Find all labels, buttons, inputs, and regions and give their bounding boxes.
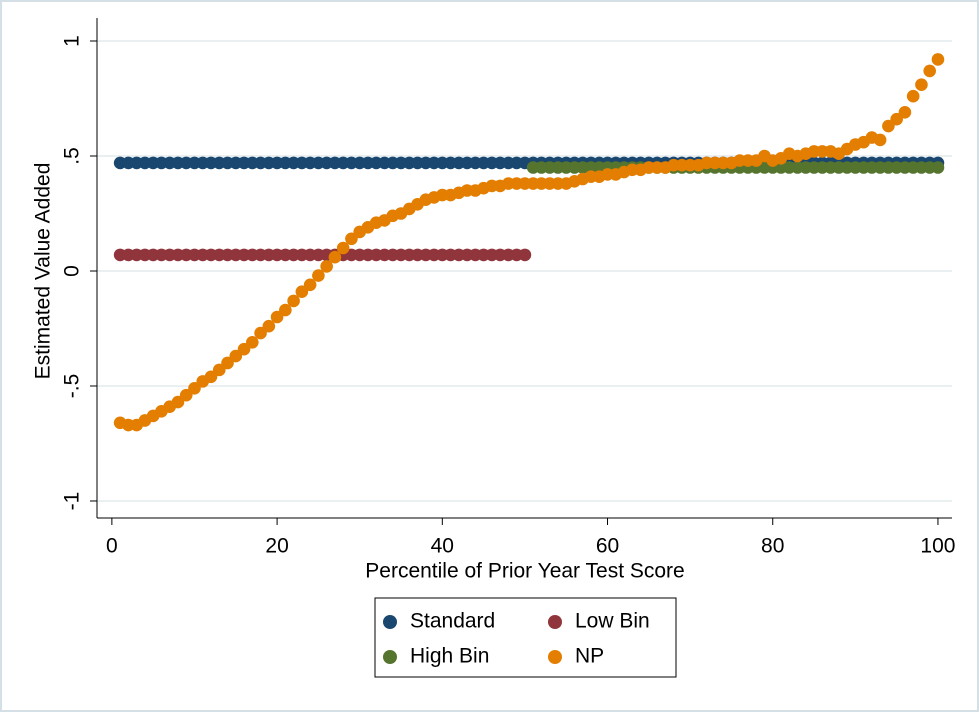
point [320,260,333,273]
point [518,248,532,262]
point [882,119,895,133]
point [221,356,234,370]
point [237,342,251,356]
y-axis-label: Estimated Value Added [32,163,55,380]
point [279,303,292,317]
point [179,388,193,402]
point [287,294,300,308]
legend-marker [548,650,562,664]
x-axis-label: Percentile of Prior Year Test Score [365,560,684,583]
point [873,133,887,147]
point [906,89,920,103]
point [303,278,317,292]
point [171,395,185,409]
legend-label: Standard [410,610,495,633]
x-tick-label: 60 [596,535,619,558]
point [204,370,218,384]
legend-marker [383,650,397,664]
point [312,269,325,282]
point [890,112,903,126]
x-tick-label: 40 [431,535,454,558]
legend-label: Low Bin [575,610,650,633]
x-tick-label: 100 [920,535,955,558]
point [262,319,276,333]
point [229,349,243,363]
point [931,161,945,174]
y-tick-label: 1 [61,35,84,47]
y-tick-label: .5 [61,147,84,165]
point [898,105,912,119]
point [254,326,267,340]
point [336,241,350,255]
x-tick-label: 80 [761,535,784,558]
x-tick-label: 0 [106,535,118,558]
legend-marker [548,615,562,629]
point [915,78,928,91]
y-tick-label: 0 [61,265,84,277]
point [931,53,945,66]
point [188,381,201,395]
legend [374,597,677,678]
point [295,285,309,298]
point [328,250,342,264]
legend-label: NP [575,645,604,668]
y-tick-label: -1 [61,492,84,511]
legend-marker [383,615,397,629]
point [212,363,226,377]
point [345,232,358,246]
point [923,64,936,78]
legend-label: High Bin [410,645,489,668]
point [246,335,259,349]
point [270,310,284,324]
y-tick-label: -.5 [61,374,84,399]
x-tick-label: 20 [265,535,288,558]
